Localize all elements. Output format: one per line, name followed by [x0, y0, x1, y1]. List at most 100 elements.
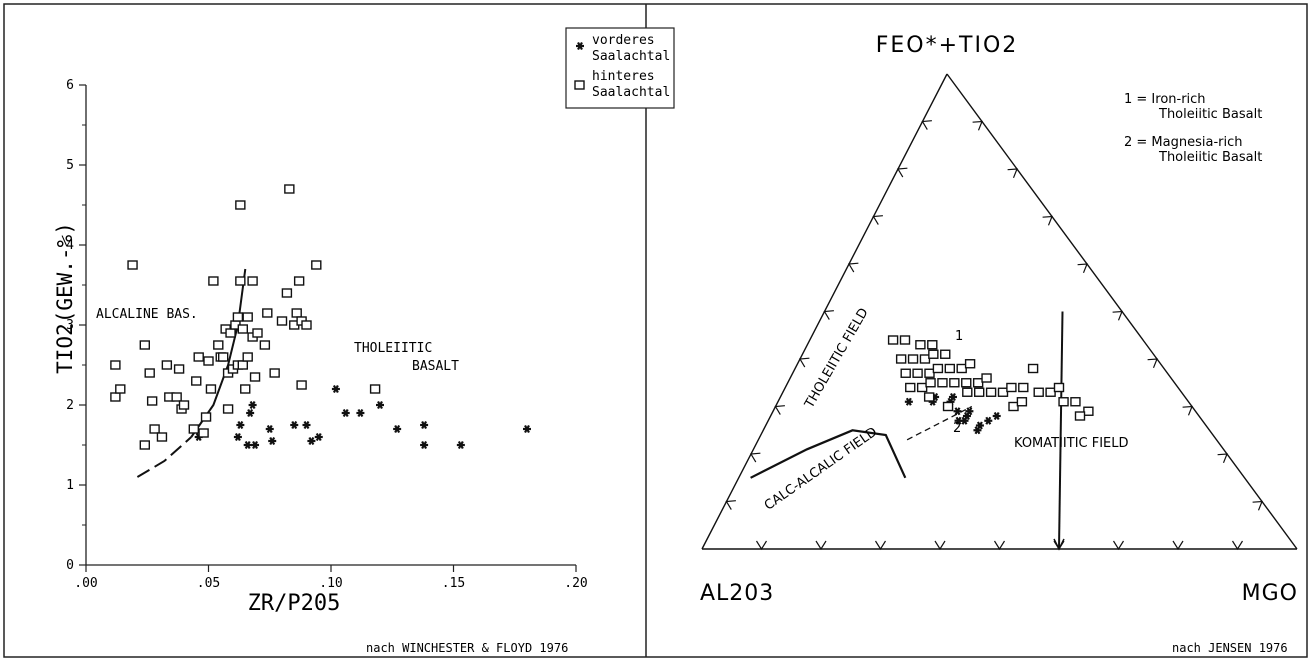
data-points	[110, 184, 531, 450]
y-tick-label: 1	[66, 478, 74, 493]
right-edge-tick	[1007, 168, 1018, 179]
hinteres-point	[899, 335, 911, 345]
left-edge-tick	[725, 500, 736, 510]
hinteres-point	[912, 368, 923, 378]
vorderes-point	[393, 424, 402, 434]
hinteres-point	[924, 368, 935, 378]
vorderes-point	[953, 407, 962, 416]
hinteres-point	[146, 396, 158, 406]
hinteres-point	[1008, 401, 1019, 412]
hinteres-point	[235, 200, 246, 210]
hinteres-point	[203, 356, 214, 366]
hinteres-point	[916, 382, 928, 393]
hinteres-point	[127, 260, 138, 270]
tholeiitic-field-label: THOLEIITIC FIELD	[802, 306, 872, 412]
left-edge-tick	[872, 215, 883, 225]
hinteres-point	[191, 376, 202, 386]
vorderes-point	[314, 432, 323, 442]
hinteres-point	[972, 378, 984, 388]
hinteres-point	[139, 340, 151, 350]
hinteres-point	[1027, 363, 1039, 374]
hinteres-point	[237, 360, 249, 370]
komatiitic-boundary	[1058, 311, 1064, 550]
hinteres-point	[281, 288, 293, 298]
left-edge-tick	[774, 405, 785, 415]
vorderes-point	[356, 408, 365, 418]
calc-alkalic-boundary	[750, 429, 907, 479]
y-tick-label: 5	[66, 158, 74, 173]
vorderes-point	[948, 392, 957, 402]
y-tick-label: 6	[66, 78, 74, 93]
bottom-edge-tick	[815, 540, 827, 551]
hinteres-point	[1018, 382, 1029, 393]
vorderes-point	[960, 416, 969, 425]
left-edge-tick	[896, 167, 908, 178]
hinteres-point	[200, 412, 212, 422]
hinteres-point	[1033, 387, 1044, 397]
hinteres-point	[956, 363, 967, 374]
vorderes-point	[973, 426, 982, 435]
vorderes-point	[904, 397, 913, 406]
right-edge-tick	[1112, 310, 1123, 321]
bottom-edge-tick	[934, 540, 946, 551]
hinteres-point	[925, 378, 936, 388]
alkaline-field-label: ALCALINE BAS.	[96, 307, 198, 322]
hinteres-point	[1058, 397, 1069, 407]
left-edge-tick	[798, 357, 810, 368]
legend-2-line1: 2 = Magnesia-rich	[1124, 135, 1243, 150]
x-tick-label: .00	[74, 576, 97, 591]
hinteres-point	[964, 359, 976, 369]
hinteres-point	[242, 312, 253, 322]
bottom-edge-tick	[993, 540, 1006, 551]
tio2-vs-zr-p2o5-plot: .00 .05 .10 .15 .20 0 1 2 3 4 5 6 TIO2(GEW.-%) ZR/P…	[53, 78, 588, 655]
hinteres-point	[213, 340, 224, 350]
x-axis-label: ZR/P205	[248, 591, 341, 616]
axis-ticks: .00 .05 .10 .15 .20 0 1 2 3 4 5 6	[66, 78, 588, 591]
hinteres-point	[1016, 397, 1028, 407]
bottom-edge-tick	[1172, 540, 1184, 551]
x-tick-label: .20	[564, 576, 587, 591]
hinteres-point	[1006, 382, 1017, 393]
legend-label-vorderes-2: Saalachtal	[592, 49, 670, 64]
hinteres-point	[188, 424, 200, 434]
hinteres-point	[1083, 406, 1094, 416]
hinteres-point	[193, 352, 204, 362]
hinteres-point	[900, 368, 911, 378]
hinteres-point	[110, 360, 121, 370]
vorderes-point	[420, 440, 429, 450]
vorderes-point	[265, 424, 274, 434]
hinteres-point	[232, 312, 244, 322]
left-edge-tick	[749, 452, 761, 463]
apex-left-label: AL203	[700, 581, 774, 606]
alkaline-tholeiitic-boundary-dashed	[136, 436, 192, 478]
hinteres-point	[171, 392, 182, 402]
hinteres-point	[311, 260, 322, 270]
left-edge-tick	[847, 262, 859, 273]
hinteres-point	[235, 276, 246, 286]
hinteres-point	[252, 328, 263, 338]
hinteres-point	[919, 354, 931, 364]
legend-1-line1: 1 = Iron-rich	[1124, 92, 1206, 107]
vorderes-point	[965, 407, 974, 416]
hinteres-point	[928, 349, 939, 359]
hinteres-point	[296, 380, 307, 390]
hinteres-point	[161, 360, 173, 370]
hinteres-point	[949, 378, 960, 388]
hinteres-point	[249, 372, 261, 382]
left-edge-tick	[823, 310, 834, 320]
hinteres-point	[237, 324, 249, 334]
field-label-2: 2	[953, 421, 961, 436]
vorderes-point	[984, 416, 993, 425]
hinteres-point	[217, 352, 229, 362]
right-edge-tick	[1217, 453, 1228, 464]
y-tick-label: 2	[66, 398, 74, 413]
hinteres-point	[222, 404, 234, 414]
left-edge-tick	[921, 120, 932, 130]
tholeiitic-field-label-line1: THOLEIITIC	[354, 341, 432, 356]
bottom-edge-tick	[874, 540, 887, 551]
hinteres-point	[942, 401, 954, 412]
hinteres-point	[240, 384, 251, 394]
legend-label-hinteres: hinteres	[592, 69, 655, 84]
hinteres-point	[940, 349, 951, 359]
hinteres-point	[225, 328, 236, 338]
